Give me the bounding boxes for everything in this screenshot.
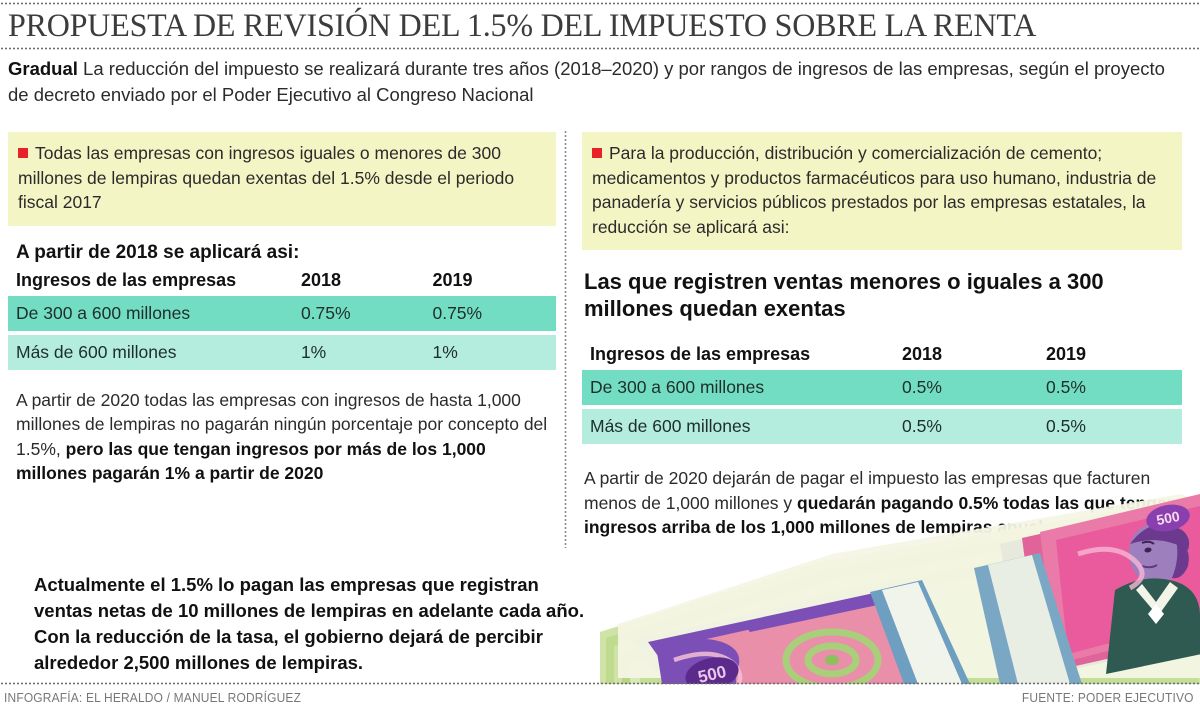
right-callout-text: Para la producción, distribución y comer…	[592, 143, 1157, 237]
footer-credit: INFOGRAFÍA: EL HERALDO / MANUEL RODRÍGUE…	[4, 690, 302, 705]
intro-text: La reducción del impuesto se realizará d…	[8, 58, 1165, 105]
col-header-2019: 2019	[1038, 342, 1182, 370]
cell-rate-2019: 0.75%	[424, 295, 556, 331]
footer-source: FUENTE: PODER EJECUTIVO	[1022, 690, 1194, 705]
cell-rate-2018: 0.75%	[292, 295, 425, 331]
footer-dotted-rule	[0, 682, 1200, 685]
table-row-spacer	[8, 330, 556, 335]
red-square-bullet-icon	[18, 148, 28, 158]
page-title: PROPUESTA DE REVISIÓN DEL 1.5% DEL IMPUE…	[8, 8, 1037, 44]
front-denomination-mark: 500	[685, 657, 739, 684]
right-heading: Las que registren ventas menores o igual…	[584, 269, 1104, 321]
top-dotted-rule	[0, 2, 1200, 5]
cell-rate-2018: 0.5%	[894, 409, 1038, 444]
col-header-2019: 2019	[424, 267, 556, 296]
cell-rate-2018: 0.5%	[894, 370, 1038, 405]
col-header-2018: 2018	[292, 267, 425, 296]
cell-income-range: Más de 600 millones	[8, 334, 293, 370]
right-callout-box: Para la producción, distribución y comer…	[582, 132, 1182, 250]
intro-paragraph: Gradual La reducción del impuesto se rea…	[8, 56, 1168, 108]
cell-rate-2019: 1%	[424, 334, 556, 370]
cell-rate-2019: 0.5%	[1038, 370, 1182, 405]
svg-text:500: 500	[696, 662, 728, 684]
column-divider	[564, 130, 567, 548]
banknote-front: 500	[632, 584, 970, 684]
bottom-note: Actualmente el 1.5% lo pagan las empresa…	[34, 574, 585, 673]
table-row: Más de 600 millones 0.5% 0.5%	[582, 409, 1182, 444]
banknote-rosette	[782, 628, 882, 684]
col-header-income: Ingresos de las empresas	[582, 342, 894, 370]
left-paragraph-bold: pero las que tengan ingresos por más de …	[16, 438, 486, 484]
right-rates-table: Ingresos de las empresas 2018 2019 De 30…	[582, 342, 1182, 444]
left-subheading: A partir de 2018 se aplicará asi:	[16, 241, 300, 263]
cell-rate-2019: 0.5%	[1038, 409, 1182, 444]
bill-band-front	[870, 580, 970, 684]
table-header-row: Ingresos de las empresas 2018 2019	[8, 267, 556, 296]
cell-income-range: De 300 a 600 millones	[582, 370, 894, 405]
table-row: Más de 600 millones 1% 1%	[8, 334, 556, 370]
cell-income-range: De 300 a 600 millones	[8, 295, 293, 331]
col-header-income: Ingresos de las empresas	[8, 267, 293, 296]
cell-income-range: Más de 600 millones	[582, 409, 894, 444]
right-paragraph: A partir de 2020 dejarán de pagar el imp…	[584, 466, 1182, 540]
left-column: Todas las empresas con ingresos iguales …	[8, 132, 556, 486]
left-callout-text: Todas las empresas con ingresos iguales …	[18, 143, 515, 212]
right-column: Para la producción, distribución y comer…	[582, 132, 1182, 540]
bill-band-rear	[974, 553, 1082, 684]
red-square-bullet-icon	[592, 148, 602, 158]
left-paragraph-plain: A partir de 2020 todas las empresas con …	[16, 389, 548, 459]
intro-lead: Gradual	[8, 58, 78, 79]
table-header-row: Ingresos de las empresas 2018 2019	[582, 342, 1182, 370]
title-dotted-rule	[0, 47, 1200, 50]
table-row: De 300 a 600 millones 0.75% 0.75%	[8, 295, 556, 331]
left-rates-table: Ingresos de las empresas 2018 2019 De 30…	[8, 267, 556, 370]
left-callout-box: Todas las empresas con ingresos iguales …	[8, 132, 556, 226]
col-header-2018: 2018	[894, 342, 1038, 370]
left-paragraph: A partir de 2020 todas las empresas con …	[16, 388, 556, 486]
cell-rate-2018: 1%	[292, 334, 425, 370]
table-row-spacer	[582, 405, 1182, 409]
table-row: De 300 a 600 millones 0.5% 0.5%	[582, 370, 1182, 405]
